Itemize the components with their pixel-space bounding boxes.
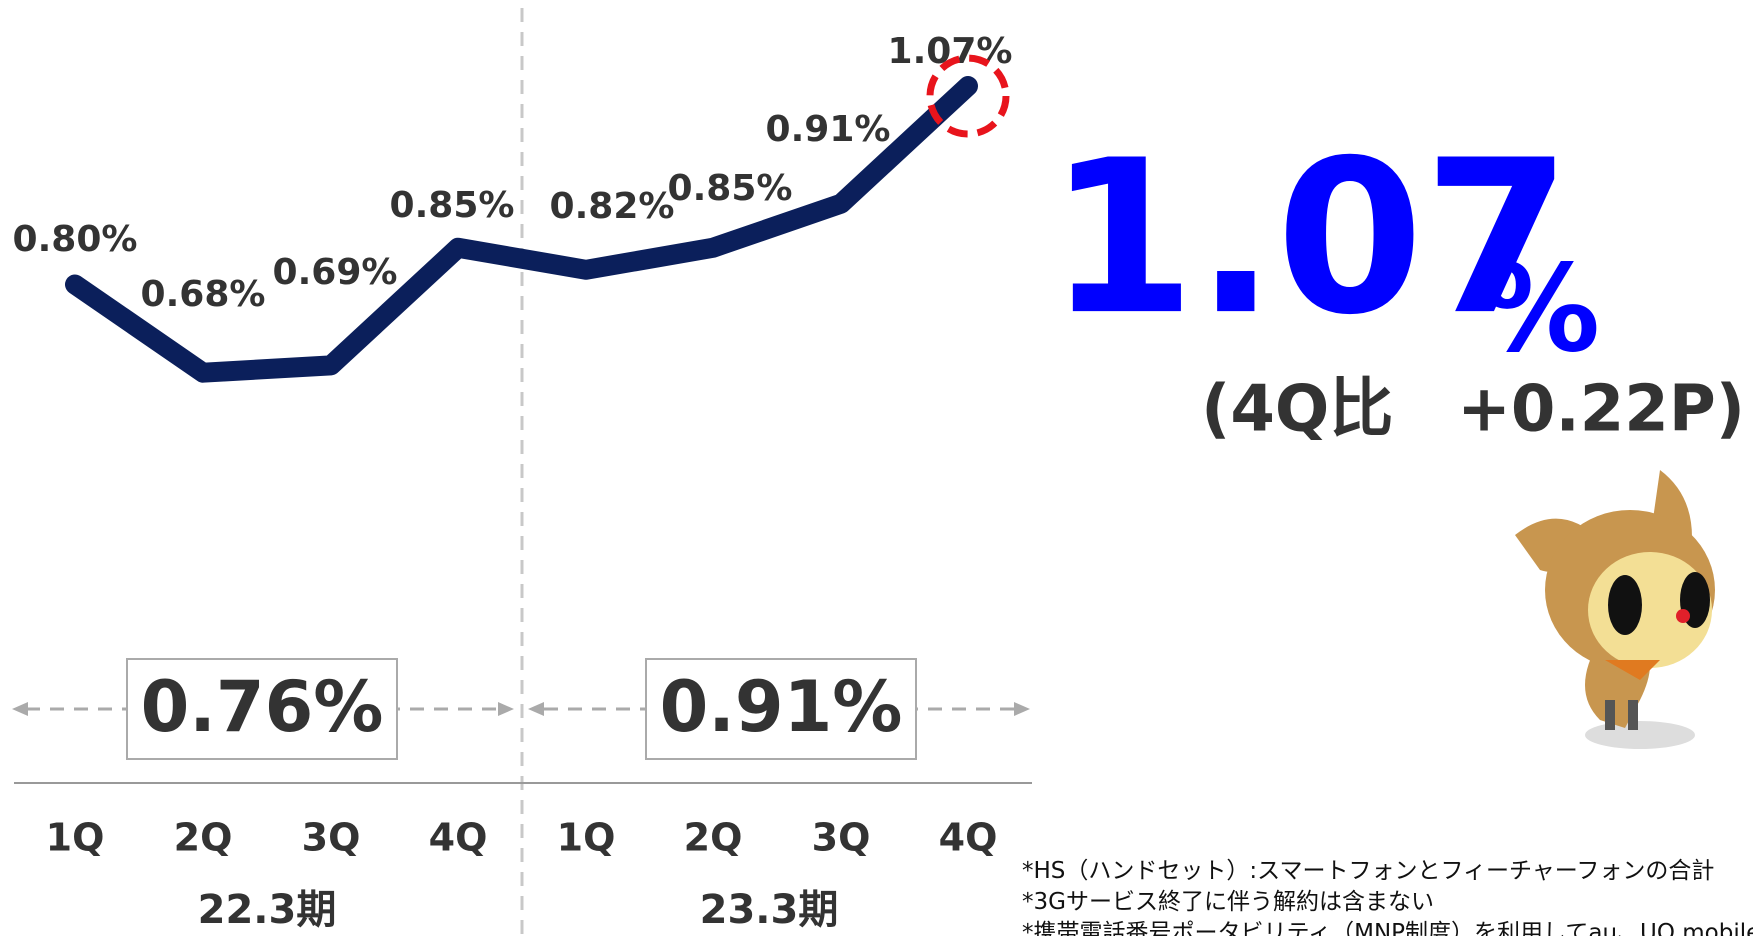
note: *3Gサービス終了に伴う解約は含まない bbox=[1022, 889, 1434, 915]
data-label: 0.91% bbox=[766, 109, 891, 150]
data-label: 0.69% bbox=[273, 252, 398, 293]
x-tick-label: 1Q bbox=[557, 816, 616, 860]
data-label: 0.68% bbox=[141, 274, 266, 315]
highlight-unit: % bbox=[1480, 241, 1600, 380]
notes: *HS（ハンドセット）:スマートフォンとフィーチャーフォンの合計 *3Gサービス… bbox=[1022, 856, 1753, 936]
highlight-ring bbox=[926, 54, 1010, 138]
average-box bbox=[645, 658, 917, 760]
average-label: 0.91% bbox=[660, 666, 903, 748]
highlight-value: 1.07 bbox=[1048, 114, 1571, 361]
note: *HS（ハンドセット）:スマートフォンとフィーチャーフォンの合計 bbox=[1022, 858, 1715, 884]
x-tick-label: 3Q bbox=[812, 816, 871, 860]
highlight-change: (4Q比 +0.22P) bbox=[1201, 373, 1745, 447]
arrow-heads bbox=[12, 702, 1030, 716]
x-tick-label: 2Q bbox=[174, 816, 233, 860]
average-box bbox=[126, 658, 398, 760]
period-label: 22.3期 bbox=[198, 887, 337, 933]
x-tick-label: 4Q bbox=[429, 816, 488, 860]
x-tick-label: 1Q bbox=[46, 816, 105, 860]
data-line bbox=[65, 76, 978, 383]
mascot bbox=[1515, 470, 1715, 749]
x-tick-label: 4Q bbox=[939, 816, 998, 860]
x-tick-label: 3Q bbox=[302, 816, 361, 860]
average-label: 0.76% bbox=[141, 666, 384, 748]
data-label: 0.82% bbox=[550, 186, 675, 227]
note: *携帯電話番号ポータビリティ（MNP制度）を利用してau、UQ mobile bbox=[1022, 920, 1753, 936]
period-label: 23.3期 bbox=[700, 887, 839, 933]
x-tick-label: 2Q bbox=[684, 816, 743, 860]
data-label: 0.80% bbox=[13, 219, 138, 260]
data-label: 0.85% bbox=[668, 168, 793, 209]
data-label: 0.85% bbox=[390, 185, 515, 226]
